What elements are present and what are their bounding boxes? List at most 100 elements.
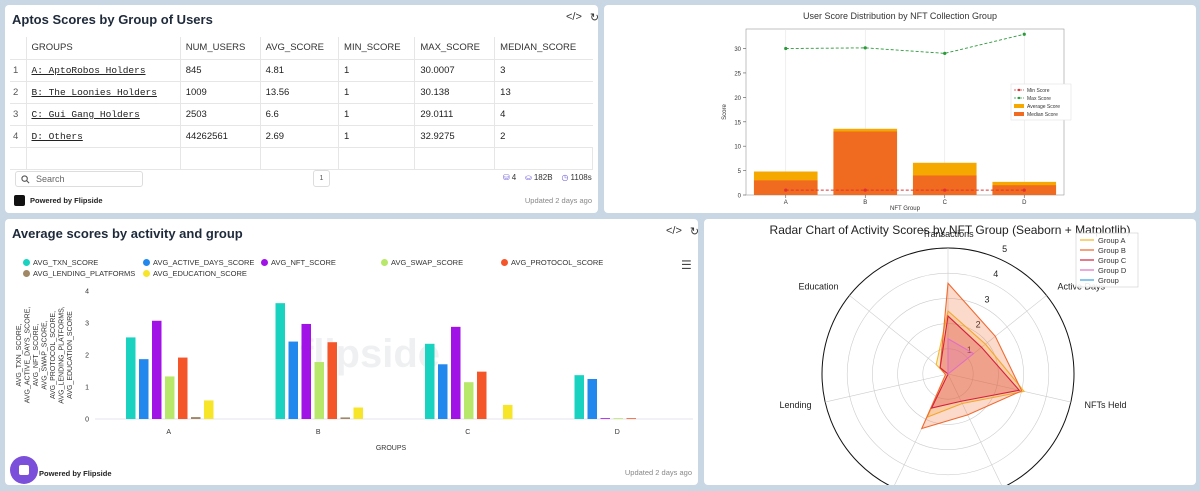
refresh-icon[interactable]: ↻ [589, 12, 598, 24]
legend-item[interactable]: AVG_PROTOCOL_SCORE [501, 258, 603, 267]
bar-avg-active-days-score [139, 359, 149, 419]
legend-label: Group B [1098, 246, 1126, 255]
group-link[interactable]: D: Others [26, 125, 181, 148]
y-tick-label: 10 [734, 145, 741, 151]
radar-panel: Radar Chart of Activity Scores by NFT Gr… [704, 219, 1196, 485]
y-axis-label: AVG_PROTOCOL_SCORE, [50, 311, 57, 399]
bar-avg-active-days-score [288, 341, 298, 419]
legend-label: AVG_LENDING_PLATFORMS [33, 269, 136, 278]
table-cell: 1 [338, 59, 416, 82]
refresh-icon[interactable]: ↻ [689, 226, 698, 238]
bar-avg-protocol-score [327, 342, 337, 419]
group-link[interactable]: A: AptoRobos Holders [26, 59, 181, 82]
storage-icon: ⛀ [525, 173, 532, 182]
legend-item[interactable]: AVG_EDUCATION_SCORE [143, 269, 247, 278]
radar-axis-label: NFTs Held [1084, 400, 1126, 410]
x-tick-label: A [166, 429, 171, 436]
powered-by[interactable]: Powered by Flipside [14, 195, 103, 206]
legend-label: Min Score [1027, 88, 1050, 94]
bar-avg-swap-score [314, 362, 324, 419]
column-header[interactable]: AVG_SCORE [260, 37, 340, 60]
legend-item[interactable]: AVG_ACTIVE_DAYS_SCORE [143, 258, 254, 267]
line-max-score [785, 33, 1025, 54]
timer-icon: ◷ [561, 173, 569, 182]
legend-marker [1017, 96, 1021, 100]
legend-marker [1017, 88, 1021, 92]
panel-toolbar: </> ↻ [666, 225, 698, 238]
radar-r-tick: 4 [993, 269, 998, 279]
y-tick-label: 1 [85, 385, 89, 392]
legend-label: AVG_SWAP_SCORE [391, 258, 464, 267]
legend-label: AVG_EDUCATION_SCORE [153, 269, 247, 278]
panel-title: Aptos Scores by Group of Users [12, 12, 213, 27]
table-cell: 3 [494, 59, 593, 82]
radar-spoke [849, 295, 949, 375]
radar-series-group-d [947, 337, 975, 376]
table-cell: 3 [10, 103, 27, 126]
scores-table: GROUPS NUM_USERS AVG_SCORE MIN_SCORE MAX… [10, 37, 593, 170]
code-icon[interactable]: </> [566, 11, 582, 23]
radar-spoke [947, 373, 1002, 485]
score-distribution-panel: User Score Distribution by NFT Collectio… [604, 5, 1196, 213]
menu-icon[interactable]: ☰ [681, 258, 692, 272]
table-row: 2 B: The Loonies Holders 1009 13.56 1 30.138 1… [10, 81, 593, 104]
bar-avg-txn-score [275, 303, 285, 419]
table-cell: 30.0007 [414, 59, 496, 82]
flipside-logo-icon [14, 195, 25, 206]
search-icon [21, 175, 30, 184]
column-header[interactable]: NUM_USERS [180, 37, 261, 60]
legend-label: Group [1098, 276, 1119, 285]
column-header[interactable]: MIN_SCORE [338, 37, 416, 60]
page-button[interactable]: 1 [313, 170, 330, 187]
column-header[interactable]: GROUPS [26, 37, 181, 60]
legend-dot [501, 259, 508, 266]
point-max-score [1022, 32, 1026, 36]
legend-label: Group A [1098, 236, 1126, 245]
bar-avg-txn-score [425, 343, 435, 419]
table-cell: 2 [10, 81, 27, 104]
legend-label: Max Score [1027, 96, 1051, 102]
column-header[interactable]: MAX_SCORE [414, 37, 496, 60]
bar-avg-swap-score [165, 376, 175, 419]
legend-label: AVG_NFT_SCORE [271, 258, 336, 267]
y-axis-label: AVG_TXN_SCORE, [16, 324, 23, 387]
table-cell: 13.56 [260, 81, 340, 104]
chart-title: User Score Distribution by NFT Collectio… [803, 11, 997, 21]
legend-item[interactable]: AVG_TXN_SCORE [23, 258, 98, 267]
legend-item[interactable]: AVG_LENDING_PLATFORMS [23, 269, 135, 278]
y-tick-label: 15 [734, 120, 741, 126]
y-axis-label: AVG_LENDING_PLATFORMS, [59, 306, 66, 403]
group-link[interactable]: C: Gui Gang Holders [26, 103, 181, 126]
y-tick-label: 2 [85, 353, 89, 360]
point-min-score [943, 188, 947, 192]
y-axis-label: AVG_NFT_SCORE, [33, 324, 40, 387]
updated-text: Updated 2 days ago [524, 196, 592, 205]
query-stats: ⛁ 4 ⛀ 182B ◷ 1108s [503, 173, 592, 182]
group-link[interactable]: B: The Loonies Holders [26, 81, 181, 104]
powered-by[interactable]: Powered by Flipside [39, 469, 112, 478]
panel-toolbar: </> ↻ [566, 11, 598, 24]
table-cell: 2 [494, 125, 593, 148]
bar-avg-active-days-score [438, 364, 448, 419]
y-tick-label: 5 [738, 169, 742, 175]
bar-avg-education-score [503, 404, 513, 419]
radar-spoke [825, 373, 949, 403]
table-cell: 2503 [180, 103, 261, 126]
code-icon[interactable]: </> [666, 225, 682, 237]
x-tick-label: D [615, 429, 620, 436]
column-header[interactable]: MEDIAN_SCORE [494, 37, 593, 60]
table-cell: 1 [338, 125, 416, 148]
chat-launcher-button[interactable] [10, 456, 38, 484]
legend-item[interactable]: AVG_SWAP_SCORE [381, 258, 463, 267]
table-row: 3 C: Gui Gang Holders 2503 6.6 1 29.0111 4 [10, 103, 593, 126]
legend-dot [261, 259, 268, 266]
empty-row [10, 147, 593, 170]
bar-median-score [912, 175, 977, 195]
y-tick-label: 30 [734, 47, 741, 53]
legend-item[interactable]: AVG_NFT_SCORE [261, 258, 336, 267]
bar-avg-education-score [353, 407, 363, 419]
search-input[interactable]: Search [15, 171, 143, 187]
point-max-score [943, 51, 947, 55]
radar-spoke [947, 373, 1071, 403]
